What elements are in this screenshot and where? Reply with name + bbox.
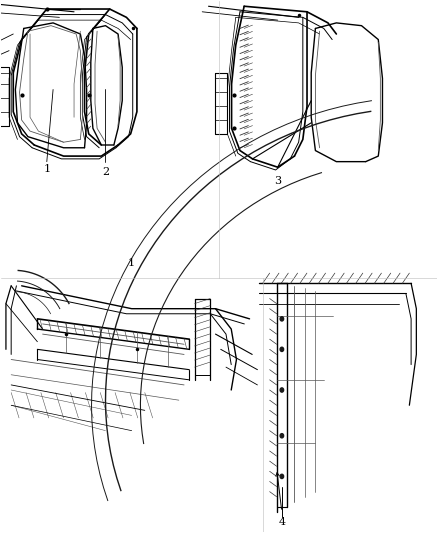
Circle shape [280, 347, 284, 351]
Circle shape [280, 434, 284, 438]
Text: 2: 2 [102, 167, 109, 177]
Text: 1: 1 [43, 164, 50, 174]
Circle shape [280, 388, 284, 392]
Text: 4: 4 [278, 517, 286, 527]
Circle shape [280, 474, 284, 479]
Circle shape [280, 317, 284, 321]
Text: 3: 3 [274, 175, 281, 185]
Text: 1: 1 [128, 258, 135, 268]
